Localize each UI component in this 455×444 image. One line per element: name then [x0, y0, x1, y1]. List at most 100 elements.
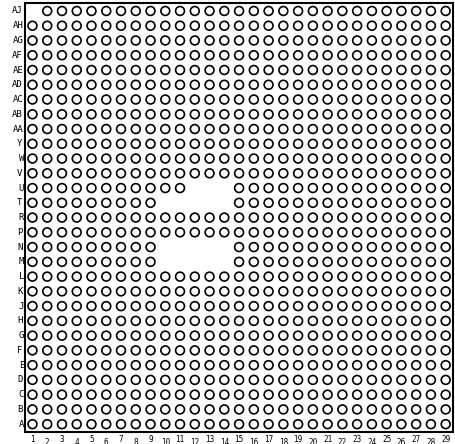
Circle shape: [411, 301, 420, 310]
Text: B: B: [17, 405, 23, 414]
Circle shape: [43, 317, 51, 325]
Circle shape: [28, 36, 37, 45]
Circle shape: [323, 184, 331, 193]
Circle shape: [131, 7, 140, 16]
Circle shape: [101, 213, 111, 222]
Circle shape: [205, 331, 213, 340]
Circle shape: [337, 169, 346, 178]
Circle shape: [101, 317, 111, 325]
Circle shape: [28, 405, 37, 414]
Circle shape: [381, 376, 390, 385]
Text: 10: 10: [160, 438, 170, 444]
Circle shape: [381, 51, 390, 59]
Circle shape: [323, 317, 331, 325]
Circle shape: [205, 125, 213, 134]
Circle shape: [234, 139, 243, 148]
Circle shape: [411, 405, 420, 414]
Circle shape: [293, 169, 302, 178]
Circle shape: [43, 376, 51, 385]
Text: AG: AG: [13, 36, 24, 45]
Circle shape: [161, 420, 169, 428]
Circle shape: [116, 376, 125, 385]
Circle shape: [367, 346, 375, 355]
Circle shape: [101, 36, 111, 45]
Circle shape: [205, 346, 213, 355]
Circle shape: [293, 154, 302, 163]
Text: R: R: [19, 213, 24, 222]
Circle shape: [308, 51, 317, 59]
Circle shape: [263, 390, 273, 399]
Circle shape: [278, 36, 287, 45]
Circle shape: [205, 376, 213, 385]
Circle shape: [43, 51, 51, 59]
Circle shape: [131, 95, 140, 104]
Circle shape: [190, 331, 199, 340]
Circle shape: [101, 7, 111, 16]
Circle shape: [146, 110, 155, 119]
Circle shape: [175, 184, 184, 193]
Circle shape: [116, 317, 125, 325]
Circle shape: [396, 390, 405, 399]
Circle shape: [396, 405, 405, 414]
Circle shape: [278, 287, 287, 296]
Circle shape: [146, 125, 155, 134]
Circle shape: [278, 169, 287, 178]
Circle shape: [43, 213, 51, 222]
Circle shape: [131, 80, 140, 89]
Circle shape: [308, 243, 317, 251]
Circle shape: [161, 361, 169, 369]
Circle shape: [352, 228, 361, 237]
Circle shape: [278, 125, 287, 134]
Circle shape: [57, 66, 66, 75]
Circle shape: [219, 95, 228, 104]
Circle shape: [425, 169, 435, 178]
Circle shape: [175, 287, 184, 296]
Circle shape: [87, 139, 96, 148]
Circle shape: [381, 272, 390, 281]
Circle shape: [72, 80, 81, 89]
Circle shape: [337, 184, 346, 193]
Circle shape: [308, 139, 317, 148]
Circle shape: [278, 243, 287, 251]
Circle shape: [440, 154, 449, 163]
Circle shape: [278, 213, 287, 222]
Circle shape: [219, 110, 228, 119]
Circle shape: [263, 80, 273, 89]
Circle shape: [367, 125, 375, 134]
Circle shape: [131, 21, 140, 30]
Circle shape: [146, 95, 155, 104]
Circle shape: [205, 95, 213, 104]
Circle shape: [381, 317, 390, 325]
Circle shape: [308, 21, 317, 30]
Text: 11: 11: [175, 435, 184, 444]
Circle shape: [87, 272, 96, 281]
Circle shape: [131, 198, 140, 207]
Circle shape: [263, 21, 273, 30]
Circle shape: [396, 213, 405, 222]
Circle shape: [161, 110, 169, 119]
Circle shape: [234, 198, 243, 207]
Circle shape: [425, 317, 435, 325]
Circle shape: [367, 80, 375, 89]
Circle shape: [131, 51, 140, 59]
Circle shape: [308, 36, 317, 45]
Circle shape: [190, 405, 199, 414]
Circle shape: [278, 317, 287, 325]
Circle shape: [352, 198, 361, 207]
Circle shape: [293, 420, 302, 428]
Circle shape: [263, 198, 273, 207]
Circle shape: [190, 390, 199, 399]
Circle shape: [234, 110, 243, 119]
Circle shape: [161, 154, 169, 163]
Circle shape: [249, 66, 258, 75]
Circle shape: [323, 21, 331, 30]
Circle shape: [440, 184, 449, 193]
Circle shape: [175, 95, 184, 104]
Circle shape: [396, 21, 405, 30]
Circle shape: [190, 317, 199, 325]
Circle shape: [308, 110, 317, 119]
Text: AJ: AJ: [12, 7, 23, 16]
Circle shape: [323, 95, 331, 104]
Circle shape: [57, 184, 66, 193]
Circle shape: [146, 405, 155, 414]
